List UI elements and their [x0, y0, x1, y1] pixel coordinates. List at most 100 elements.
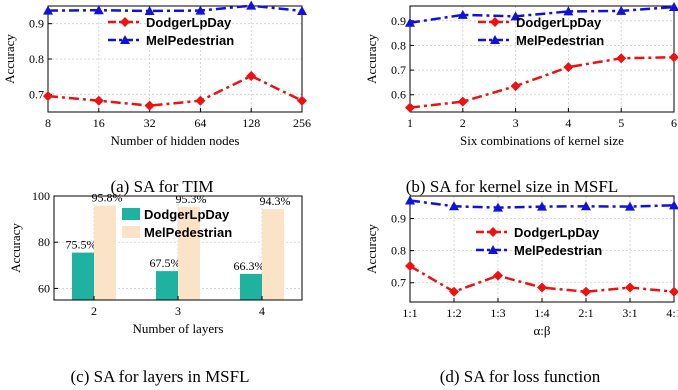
point-melpedestrian [669, 1, 678, 11]
point-melpedestrian [563, 6, 574, 16]
x-tick-label: 1:2 [446, 306, 461, 320]
x-tick-label: 2:1 [578, 306, 593, 320]
x-tick-label: 4:1 [666, 306, 678, 320]
legend-marker [120, 35, 130, 44]
y-axis-label: Accuracy [2, 34, 17, 84]
point-dodgerlpday [510, 81, 521, 92]
point-melpedestrian [246, 0, 257, 10]
legend-label: MelPedestrian [144, 225, 232, 240]
y-tick-label: 100 [32, 189, 50, 203]
caption-c: (c) SA for layers in MSFL [71, 367, 250, 386]
point-dodgerlpday [144, 100, 155, 111]
legend-label: DodgerLpDay [144, 207, 230, 222]
series-line-dodgerlpday [409, 56, 675, 109]
x-axis-label: Number of hidden nodes [111, 133, 240, 148]
chart-panel-2: 75.5% 67.5% 66.3% 95.8% 95.3% 94.3% 60 80 100 2 3 4… [8, 189, 303, 336]
point-dodgerlpday [297, 95, 307, 106]
point-dodgerlpday [246, 70, 257, 81]
legend-marker [488, 245, 498, 254]
point-melpedestrian [581, 201, 591, 211]
x-tick-label: 6 [671, 116, 677, 130]
point-melpedestrian [510, 11, 521, 21]
caption-b: (b) SA for kernel size in MSFL [406, 177, 618, 196]
point-dodgerlpday [616, 53, 627, 64]
bar-data-label: 66.3% [234, 259, 265, 273]
x-tick-label: 2 [460, 116, 466, 130]
legend-label: DodgerLpDay [146, 15, 232, 30]
point-dodgerlpday [93, 95, 104, 106]
point-melpedestrian [616, 5, 627, 15]
bar-data-label: 95.8% [92, 191, 123, 205]
point-dodgerlpday [43, 91, 53, 102]
point-dodgerlpday [581, 286, 591, 297]
bar-dodgerlpday [240, 273, 262, 300]
x-tick-label: 2 [91, 304, 97, 318]
legend-label: DodgerLpDay [516, 15, 602, 30]
y-axis-label: Accuracy [364, 224, 379, 274]
x-tick-label: 3 [513, 116, 519, 130]
y-tick-label: 0.9 [29, 17, 44, 31]
x-tick-label: 1:4 [534, 306, 549, 320]
y-tick-label: 0.9 [391, 211, 406, 225]
point-dodgerlpday [669, 286, 678, 297]
x-tick-label: 3 [175, 304, 181, 318]
y-tick-label: 80 [38, 235, 50, 249]
caption-a: (a) SA for TIM [110, 177, 213, 196]
point-dodgerlpday [195, 95, 206, 106]
point-melpedestrian [144, 5, 155, 15]
point-melpedestrian [493, 202, 503, 212]
legend-swatch [122, 226, 140, 238]
legend-label: MelPedestrian [516, 33, 604, 48]
bar-melpedestrian [262, 209, 284, 300]
y-tick-label: 60 [38, 281, 50, 295]
legend-marker [120, 17, 130, 27]
y-tick-label: 0.7 [391, 63, 406, 77]
point-melpedestrian [457, 9, 468, 19]
x-tick-label: 8 [45, 116, 51, 130]
x-axis-label: Six combinations of kernel size [460, 133, 624, 148]
x-tick-label: 32 [144, 116, 156, 130]
y-tick-label: 0.9 [391, 14, 406, 28]
point-dodgerlpday [405, 261, 415, 272]
bar-dodgerlpday [156, 271, 178, 300]
series-line-dodgerlpday [47, 74, 303, 107]
chart-panel-0: 0.7 0.8 0.9 8 16 32 64 128 256 Number of hidden n… [2, 0, 311, 148]
point-melpedestrian [669, 200, 678, 210]
x-tick-label: 128 [242, 116, 260, 130]
point-dodgerlpday [537, 282, 547, 293]
bar-melpedestrian [178, 206, 200, 300]
y-tick-label: 0.8 [29, 52, 44, 66]
x-tick-label: 16 [93, 116, 105, 130]
chart-panel-1: 0.6 0.7 0.8 0.9 1 2 3 4 5 6 Six combinations of ke… [364, 1, 678, 148]
point-melpedestrian [537, 201, 547, 211]
point-melpedestrian [405, 17, 415, 27]
x-tick-label: 3:1 [622, 306, 637, 320]
x-tick-label: 1:3 [490, 306, 505, 320]
x-axis-label: Number of layers [133, 321, 224, 336]
y-axis-label: Accuracy [364, 34, 379, 84]
legend-swatch [122, 208, 140, 220]
point-melpedestrian [195, 5, 206, 15]
point-melpedestrian [297, 5, 307, 15]
legend-marker [490, 17, 500, 27]
legend-marker [488, 227, 498, 237]
point-melpedestrian [43, 5, 53, 15]
y-tick-label: 0.8 [391, 244, 406, 258]
x-tick-label: 4 [259, 304, 265, 318]
point-melpedestrian [93, 5, 104, 15]
y-tick-label: 0.8 [391, 38, 406, 52]
chart-panel-3: 0.7 0.8 0.9 1:1 1:2 1:3 1:4 2:1 3:1 4:1 α:β Accurac… [364, 195, 678, 338]
legend-label: MelPedestrian [146, 33, 234, 48]
point-dodgerlpday [493, 270, 503, 281]
bar-data-label: 94.3% [260, 194, 291, 208]
x-tick-label: 64 [194, 116, 206, 130]
caption-d: (d) SA for loss function [440, 367, 601, 386]
point-melpedestrian [625, 201, 635, 211]
bar-dodgerlpday [72, 252, 94, 300]
y-tick-label: 0.7 [29, 87, 44, 101]
x-tick-label: 256 [293, 116, 311, 130]
series-line-melpedestrian [47, 4, 303, 13]
point-dodgerlpday [563, 62, 574, 73]
point-dodgerlpday [457, 96, 468, 107]
